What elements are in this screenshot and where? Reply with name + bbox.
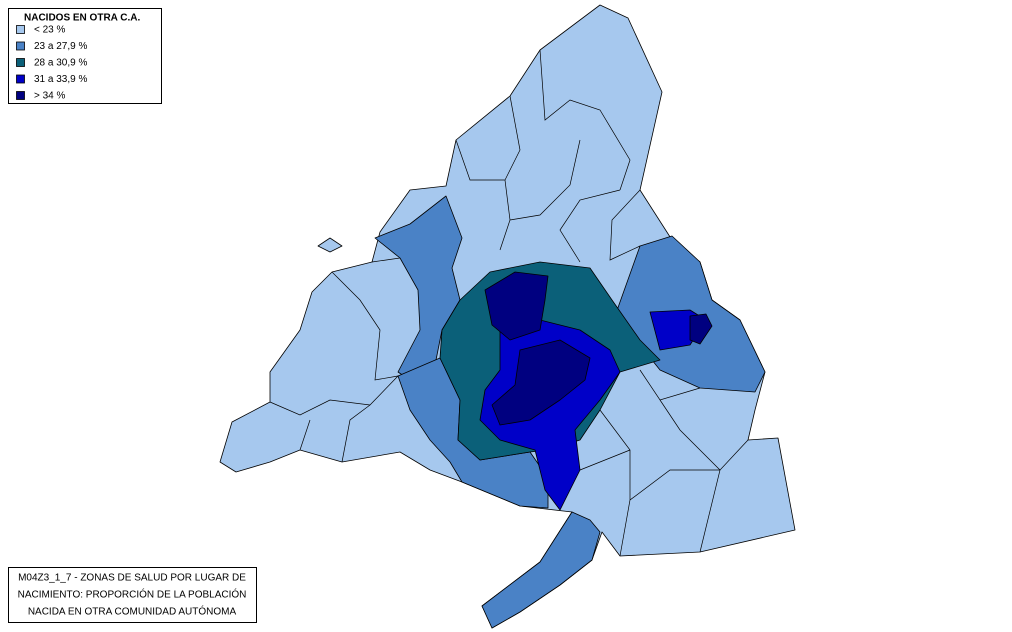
zone-core — [491, 339, 591, 426]
zone-borders — [269, 49, 749, 557]
legend-swatch — [16, 58, 25, 67]
caption: M04Z3_1_7 - ZONAS DE SALUD POR LUGAR DE N… — [8, 567, 257, 623]
caption-line: NACIDA EN OTRA COMUNIDAD AUTÓNOMA — [28, 605, 237, 618]
zone-east-dark — [689, 313, 713, 345]
legend-swatch — [16, 25, 25, 34]
caption-line: NACIMIENTO: PROPORCIÓN DE LA POBLACIÓN — [18, 588, 247, 601]
zone-north-dark — [484, 271, 549, 341]
caption-line: M04Z3_1_7 - ZONAS DE SALUD POR LUGAR DE — [18, 573, 246, 584]
caption-box — [8, 567, 257, 623]
legend-box — [8, 8, 162, 104]
map — [219, 4, 796, 629]
islet — [317, 237, 343, 253]
legend-swatch — [16, 74, 25, 84]
legend-swatch — [16, 41, 25, 51]
legend-label: 23 a 27,9 % — [34, 41, 87, 52]
legend-label: 28 a 30,9 % — [34, 58, 87, 69]
legend-swatch — [16, 91, 25, 100]
legend-label: > 34 % — [34, 91, 66, 102]
legend: NACIDOS EN OTRA C.A. < 23 % 23 a 27,9 % 28… — [8, 8, 162, 104]
legend-label: < 23 % — [34, 25, 66, 36]
zone-west — [374, 195, 463, 381]
legend-label: 31 a 33,9 % — [34, 74, 87, 85]
legend-title: NACIDOS EN OTRA C.A. — [24, 13, 141, 24]
zone-south — [481, 511, 601, 629]
